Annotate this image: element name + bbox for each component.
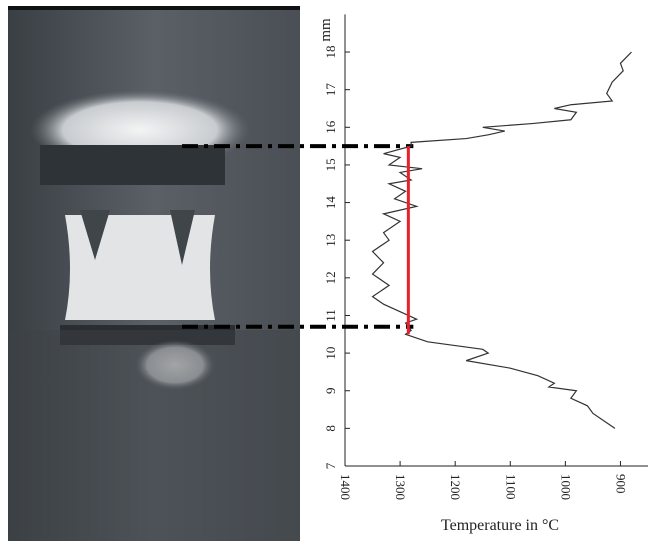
x-tick-label: 1300	[393, 474, 408, 500]
y-tick-label: 15	[323, 158, 338, 171]
temperature-line	[373, 52, 632, 428]
y-tick-label: 14	[323, 196, 338, 210]
x-tick-label: 1100	[503, 474, 518, 500]
x-tick-label: 1200	[448, 474, 463, 500]
figure: Temperature in °C mm 7 8 9 10 11 12 13 14 15 16 17…	[0, 0, 656, 547]
y-tick-label: 11	[323, 309, 338, 322]
y-tick-label: 8	[323, 425, 338, 432]
y-tick-label: 7	[323, 462, 338, 469]
y-tick-label: 9	[323, 387, 338, 394]
y-tick-label: 13	[323, 234, 338, 247]
y-tick-label: 17	[323, 83, 338, 97]
y-tick-label: 18	[323, 46, 338, 59]
x-tick-label: 1400	[338, 474, 353, 500]
x-axis-label: Temperature in °C	[441, 517, 559, 534]
y-tick-label: 16	[323, 120, 338, 134]
x-tick-label: 900	[613, 474, 628, 494]
y-tick-label: 10	[323, 347, 338, 360]
photo	[8, 6, 300, 541]
y-axis-label: mm	[318, 18, 334, 42]
y-tick-label: 12	[323, 271, 338, 284]
x-tick-label: 1000	[558, 474, 573, 500]
